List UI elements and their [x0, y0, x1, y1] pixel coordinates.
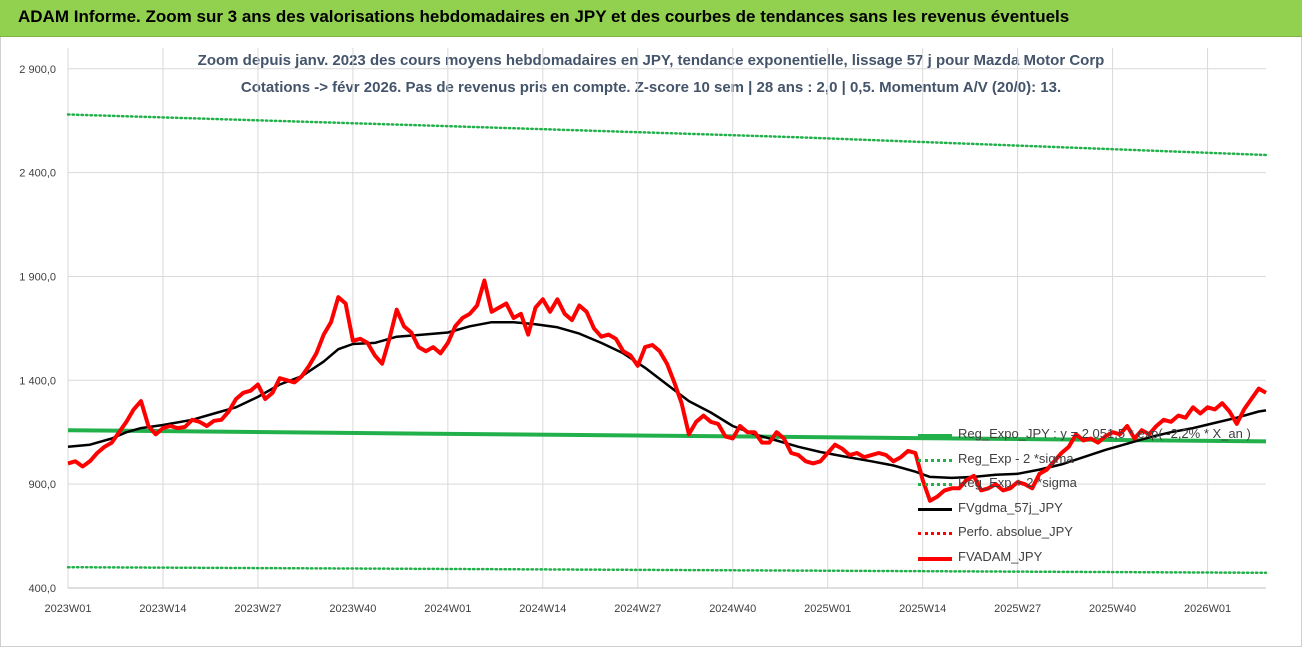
series-line-3 — [67, 320, 1267, 480]
chart-title: Zoom depuis janv. 2023 des cours moyens … — [197, 52, 1105, 69]
x-tick-label: 2026W01 — [1184, 603, 1231, 615]
series-line-2 — [66, 113, 1268, 157]
x-tick-label: 2024W40 — [709, 603, 756, 615]
x-tick-label: 2023W27 — [234, 603, 281, 615]
legend-label: Reg_Exp + 2 *sigma — [958, 475, 1077, 490]
legend-label: Perfo. absolue_JPY — [958, 524, 1073, 539]
legend-item: Reg_Expo_JPY : y = 2 051,5 * exp( -2,2% … — [918, 424, 1288, 446]
legend-swatch — [918, 507, 952, 511]
legend-item: FVADAM_JPY — [918, 547, 1288, 569]
legend-label: Reg_Expo_JPY : y = 2 051,5 * exp( -2,2% … — [958, 426, 1251, 441]
legend-item: FVgdma_57j_JPY — [918, 498, 1288, 520]
legend-item: Reg_Exp + 2 *sigma — [918, 473, 1288, 495]
y-axis-ticks: 400,0 900,0 1 400,0 1 900,0 2 400,0 2 900,0 — [19, 64, 56, 595]
y-tick-label: 400,0 — [28, 583, 56, 595]
legend-swatch — [918, 532, 952, 535]
x-tick-label: 2025W40 — [1089, 603, 1136, 615]
x-tick-label: 2024W01 — [424, 603, 471, 615]
y-tick-label: 1 900,0 — [19, 271, 56, 283]
gridlines — [67, 48, 1266, 589]
legend-item: Reg_Exp - 2 *sigma — [918, 449, 1288, 471]
x-axis-ticks: 2023W01 2023W14 2023W27 2023W40 2024W01 2024W… — [44, 603, 1231, 615]
y-tick-label: 900,0 — [28, 479, 56, 491]
x-tick-label: 2023W14 — [139, 603, 186, 615]
series-line-1 — [66, 565, 1268, 575]
legend-swatch — [918, 434, 952, 438]
x-tick-label: 2025W14 — [899, 603, 946, 615]
legend-label: Reg_Exp - 2 *sigma — [958, 450, 1074, 466]
legend-item: Perfo. absolue_JPY — [918, 522, 1288, 544]
x-tick-label: 2024W27 — [614, 603, 661, 615]
x-tick-label: 2024W14 — [519, 603, 566, 615]
series-line-5 — [67, 278, 1267, 503]
legend-swatch — [918, 483, 952, 486]
series-lines — [66, 113, 1268, 575]
legend-label: FVgdma_57j_JPY — [958, 499, 1063, 515]
y-tick-label: 1 400,0 — [19, 375, 56, 387]
x-tick-label: 2023W40 — [329, 603, 376, 615]
x-tick-label: 2025W01 — [804, 603, 851, 615]
series-line-0 — [67, 428, 1267, 444]
chart-subtitle: Cotations -> févr 2026. Pas de revenus p… — [240, 79, 1062, 96]
report-title: ADAM Informe. Zoom sur 3 ans des valoris… — [18, 7, 1070, 26]
y-tick-label: 2 400,0 — [19, 168, 56, 180]
legend-label: FVADAM_JPY — [958, 548, 1043, 564]
x-tick-label: 2025W27 — [994, 603, 1041, 615]
legend-swatch — [918, 458, 952, 462]
y-tick-label: 2 900,0 — [19, 64, 56, 76]
report-banner: ADAM Informe. Zoom sur 3 ans des valoris… — [0, 0, 1302, 37]
x-tick-label: 2023W01 — [44, 603, 91, 615]
legend-swatch — [918, 556, 952, 561]
